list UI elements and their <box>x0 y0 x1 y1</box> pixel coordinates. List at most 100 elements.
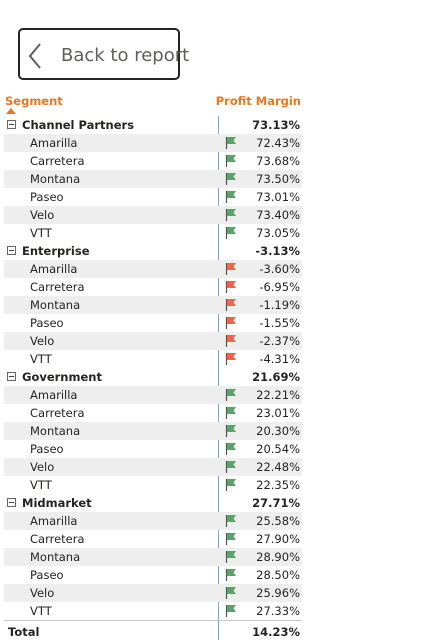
row-name: VTT <box>30 352 52 366</box>
group-row[interactable]: Enterprise -3.13% <box>4 242 302 260</box>
table-row[interactable]: Paseo -1.55% <box>4 314 302 332</box>
row-value: 22.21% <box>256 388 300 402</box>
column-header-profit-margin[interactable]: Profit Margin <box>215 94 301 108</box>
row-value: 73.01% <box>256 190 300 204</box>
total-row: Total 14.23% <box>4 620 302 641</box>
row-value: 73.05% <box>256 226 300 240</box>
green-flag-icon <box>225 604 237 623</box>
collapse-icon[interactable] <box>7 246 16 255</box>
table-row[interactable]: Amarilla -3.60% <box>4 260 302 278</box>
table-body: Channel Partners 73.13% Amarilla 72.43% Carr… <box>4 116 302 641</box>
row-name: VTT <box>30 226 52 240</box>
red-flag-icon <box>225 316 237 335</box>
table-row[interactable]: Carretera -6.95% <box>4 278 302 296</box>
back-to-report-button[interactable]: Back to report <box>18 28 189 80</box>
table-row[interactable]: Velo 25.96% <box>4 584 302 602</box>
red-flag-icon <box>225 262 237 281</box>
table-row[interactable]: Amarilla 22.21% <box>4 386 302 404</box>
red-flag-icon <box>225 352 237 371</box>
table-row[interactable]: Carretera 23.01% <box>4 404 302 422</box>
green-flag-icon <box>225 226 237 245</box>
row-value: -6.95% <box>259 280 300 294</box>
group-name: Channel Partners <box>22 118 135 132</box>
column-divider <box>218 116 219 640</box>
red-flag-icon <box>225 280 237 299</box>
row-name: Velo <box>30 586 55 600</box>
green-flag-icon <box>225 568 237 587</box>
table-row[interactable]: Amarilla 25.58% <box>4 512 302 530</box>
green-flag-icon <box>225 388 237 407</box>
row-value: 25.96% <box>256 586 300 600</box>
total-value: 14.23% <box>252 625 300 639</box>
row-value: 23.01% <box>256 406 300 420</box>
row-value: 28.50% <box>256 568 300 582</box>
green-flag-icon <box>225 208 237 227</box>
row-name: Montana <box>30 172 81 186</box>
group-value: 21.69% <box>252 370 300 384</box>
table-row[interactable]: Velo 73.40% <box>4 206 302 224</box>
collapse-icon[interactable] <box>7 498 16 507</box>
group-row[interactable]: Government 21.69% <box>4 368 302 386</box>
row-value: 27.33% <box>256 604 300 618</box>
table-row[interactable]: Paseo 28.50% <box>4 566 302 584</box>
group-name: Government <box>22 370 102 384</box>
collapse-icon[interactable] <box>7 372 16 381</box>
row-name: Montana <box>30 298 81 312</box>
row-name: Carretera <box>30 532 85 546</box>
green-flag-icon <box>225 136 237 155</box>
table-row[interactable]: Velo -2.37% <box>4 332 302 350</box>
row-name: Carretera <box>30 406 85 420</box>
row-value: -1.19% <box>259 298 300 312</box>
table-row[interactable]: Paseo 20.54% <box>4 440 302 458</box>
row-value: -2.37% <box>259 334 300 348</box>
red-flag-icon <box>225 298 237 317</box>
row-value: 25.58% <box>256 514 300 528</box>
row-name: Amarilla <box>30 388 78 402</box>
row-value: 22.35% <box>256 478 300 492</box>
group-row[interactable]: Channel Partners 73.13% <box>4 116 302 134</box>
row-name: Velo <box>30 208 55 222</box>
row-value: 20.30% <box>256 424 300 438</box>
table-row[interactable]: VTT 27.33% <box>4 602 302 620</box>
table-row[interactable]: VTT 22.35% <box>4 476 302 494</box>
row-value: -3.60% <box>259 262 300 276</box>
row-name: Amarilla <box>30 514 78 528</box>
group-name: Midmarket <box>22 496 92 510</box>
profit-margin-matrix: Segment Profit Margin Channel Partners 73… <box>4 92 302 641</box>
column-header-segment[interactable]: Segment <box>5 94 63 108</box>
table-row[interactable]: Montana 20.30% <box>4 422 302 440</box>
green-flag-icon <box>225 478 237 497</box>
row-value: 73.40% <box>256 208 300 222</box>
green-flag-icon <box>225 442 237 461</box>
row-value: -4.31% <box>259 352 300 366</box>
row-name: VTT <box>30 604 52 618</box>
table-row[interactable]: Paseo 73.01% <box>4 188 302 206</box>
row-name: Paseo <box>30 316 64 330</box>
green-flag-icon <box>225 424 237 443</box>
group-row[interactable]: Midmarket 27.71% <box>4 494 302 512</box>
group-value: -3.13% <box>255 244 300 258</box>
row-value: 22.48% <box>256 460 300 474</box>
row-name: Carretera <box>30 154 85 168</box>
green-flag-icon <box>225 154 237 173</box>
collapse-icon[interactable] <box>7 120 16 129</box>
chevron-left-icon <box>28 43 41 69</box>
red-flag-icon <box>225 334 237 353</box>
table-row[interactable]: Montana 73.50% <box>4 170 302 188</box>
group-value: 73.13% <box>252 118 300 132</box>
table-row[interactable]: Amarilla 72.43% <box>4 134 302 152</box>
green-flag-icon <box>225 172 237 191</box>
sort-ascending-icon <box>6 108 16 114</box>
table-row[interactable]: VTT -4.31% <box>4 350 302 368</box>
row-name: Amarilla <box>30 262 78 276</box>
table-row[interactable]: Montana -1.19% <box>4 296 302 314</box>
table-row[interactable]: Carretera 27.90% <box>4 530 302 548</box>
table-row[interactable]: Montana 28.90% <box>4 548 302 566</box>
row-value: 72.43% <box>256 136 300 150</box>
green-flag-icon <box>225 514 237 533</box>
back-button-label: Back to report <box>61 45 190 66</box>
table-row[interactable]: VTT 73.05% <box>4 224 302 242</box>
green-flag-icon <box>225 190 237 209</box>
table-row[interactable]: Velo 22.48% <box>4 458 302 476</box>
table-row[interactable]: Carretera 73.68% <box>4 152 302 170</box>
